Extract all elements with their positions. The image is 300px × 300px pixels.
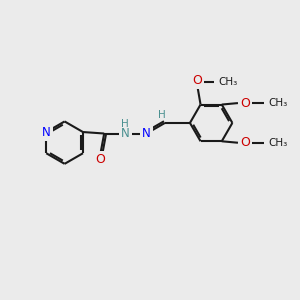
Text: N: N (121, 127, 130, 140)
Text: CH₃: CH₃ (268, 138, 287, 148)
Text: H: H (122, 119, 129, 129)
Text: CH₃: CH₃ (219, 77, 238, 87)
Text: O: O (96, 153, 106, 166)
Text: N: N (142, 127, 151, 140)
Text: O: O (240, 97, 250, 110)
Text: N: N (42, 125, 51, 139)
Text: H: H (158, 110, 165, 120)
Text: O: O (240, 136, 250, 149)
Text: CH₃: CH₃ (268, 98, 287, 108)
Text: O: O (193, 74, 202, 88)
